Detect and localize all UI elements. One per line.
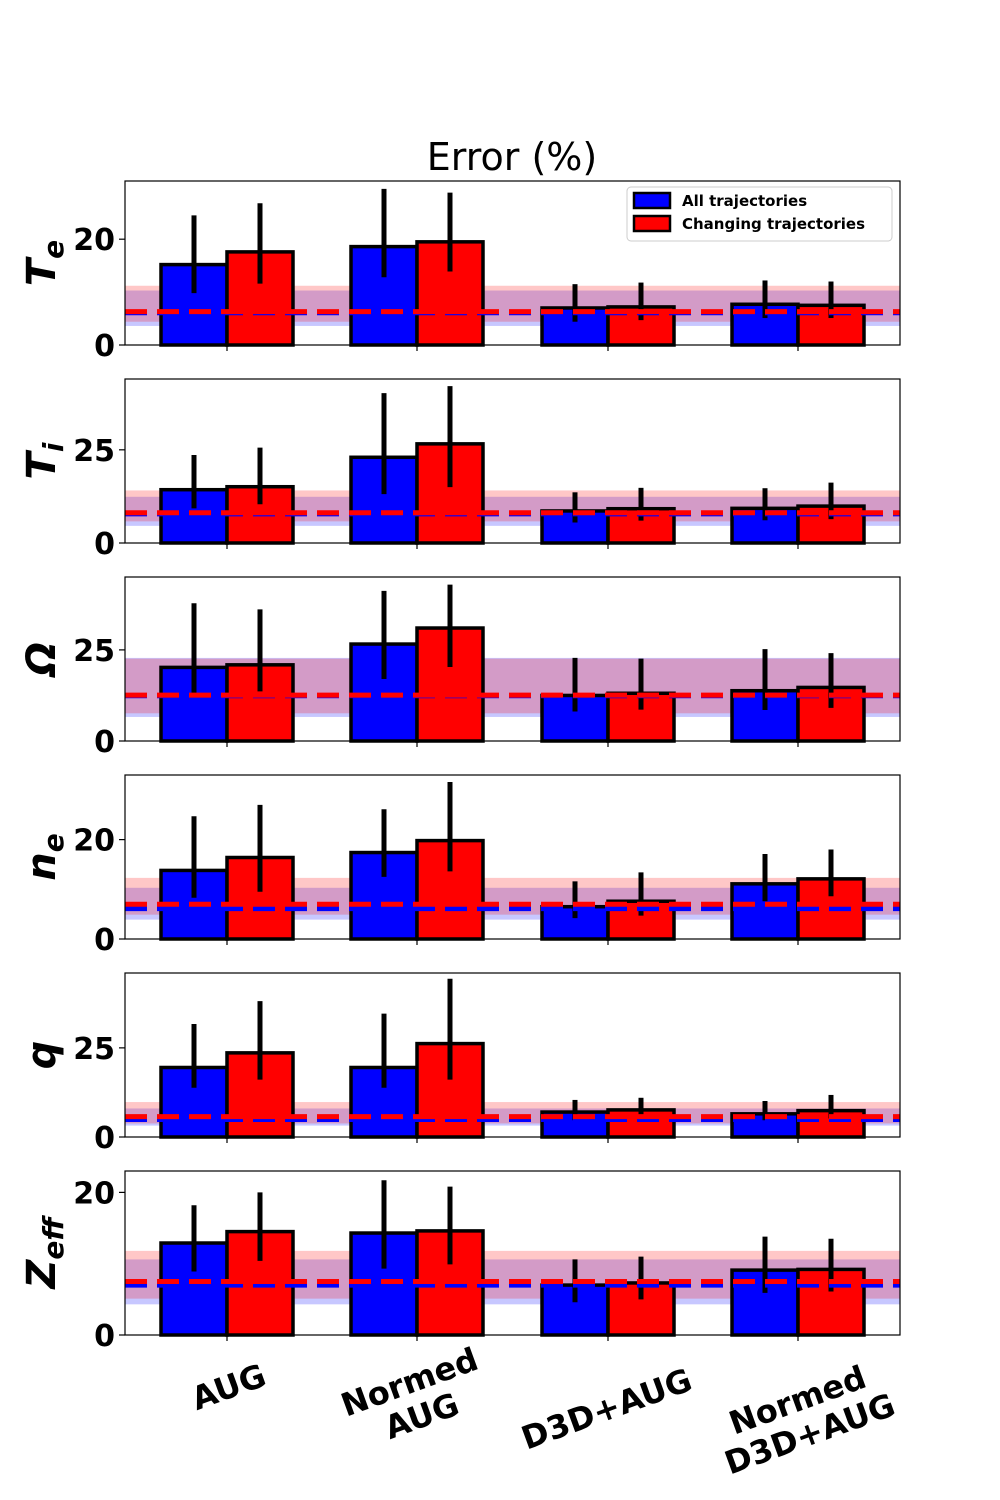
legend-swatch [632,214,672,233]
y-tick-label: 20 [73,824,115,859]
y-axis-label-subscript: e [37,240,70,259]
y-axis-label-main: n [19,852,65,880]
legend: All trajectories Changing trajectories [626,186,893,242]
y-tick-label: 0 [94,329,115,364]
panel-3: 0 25Ω [19,576,901,760]
y-axis-label: Ω [19,642,65,678]
x-category-labels: AUG NormedAUG D3D+AUG NormedD3D+AUG [186,1340,900,1482]
y-axis-label-main: T [19,449,65,479]
axes-frame [124,576,901,742]
y-axis-label-main: T [19,256,65,286]
x-category-label: NormedD3D+AUG [707,1352,900,1482]
axes-frame [124,378,901,544]
y-tick-label: 0 [94,923,115,958]
y-tick-label: 25 [73,434,115,469]
x-category-line: AUG [186,1356,270,1418]
axes-frame [124,1170,901,1336]
legend-label: Changing trajectories [682,215,865,233]
y-tick-label: 25 [73,634,115,669]
y-tick-label: 0 [94,1121,115,1156]
x-category-label: D3D+AUG [516,1361,696,1458]
chart-title: Error (%) [427,135,597,179]
bar [415,626,485,743]
y-axis-label-main: Ω [19,642,65,678]
y-axis-label: q [19,1041,65,1070]
y-axis-label: Ti [19,442,70,479]
y-axis-label-main: q [19,1041,65,1070]
y-axis-label-main: Z [19,1259,65,1291]
axes-frame [124,774,901,940]
y-axis-label: Te [19,240,70,286]
y-axis-label-subscript: eff [37,1215,70,1260]
axes-frame [124,972,901,1138]
y-tick-label: 20 [73,223,115,258]
legend-label: All trajectories [682,192,807,210]
axes-frame [124,180,901,346]
x-category-label: NormedAUG [336,1340,495,1458]
x-category-line: D3D+AUG [516,1361,696,1458]
legend-box [626,186,893,242]
legend-swatch [632,191,672,210]
y-tick-label: 0 [94,1319,115,1354]
y-tick-label: 0 [94,725,115,760]
y-axis-label: ne [19,833,70,880]
panel-5: 0 25 q [19,972,901,1156]
y-axis-label-subscript: i [37,442,70,452]
y-tick-label: 25 [73,1032,115,1067]
y-tick-label: 20 [73,1176,115,1211]
y-axis-label: Zeff [19,1215,70,1291]
x-category-label: AUG [186,1356,270,1418]
y-axis-label-subscript: e [37,833,70,852]
y-tick-label: 0 [94,527,115,562]
